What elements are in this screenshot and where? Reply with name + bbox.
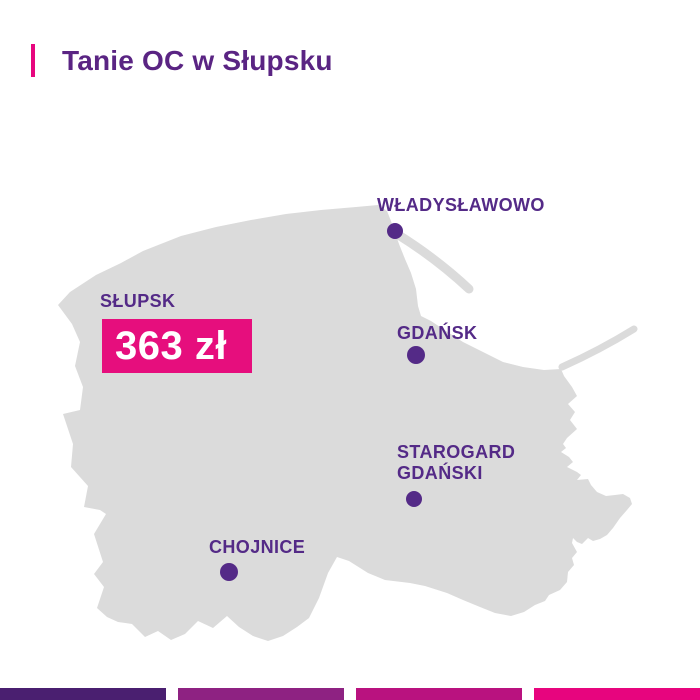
highlight-city-label: SŁUPSK: [100, 291, 176, 311]
city-dot-marker: [220, 563, 238, 581]
price-badge: 363 zł: [102, 319, 252, 373]
title-accent-bar: [31, 44, 35, 77]
city-dot-marker: [387, 223, 403, 239]
city-label: WŁADYSŁAWOWO: [377, 195, 545, 215]
footer-bar-segment: [178, 688, 344, 700]
map-landmass: [58, 205, 632, 641]
city-label: GDAŃSK: [397, 323, 478, 343]
footer-bar-segment: [534, 688, 700, 700]
footer-bar-segment: [356, 688, 522, 700]
city-label: CHOJNICE: [209, 537, 306, 557]
city-label: STAROGARD GDAŃSKI: [397, 442, 516, 483]
vistula-spit-strip: [558, 325, 638, 371]
page-title: Tanie OC w Słupsku: [62, 45, 333, 76]
city-dot-marker: [406, 491, 422, 507]
hel-peninsula-strip: [392, 229, 474, 294]
footer-bar-segment: [0, 688, 166, 700]
city-dot-marker: [407, 346, 425, 364]
price-value: 363 zł: [115, 323, 227, 368]
